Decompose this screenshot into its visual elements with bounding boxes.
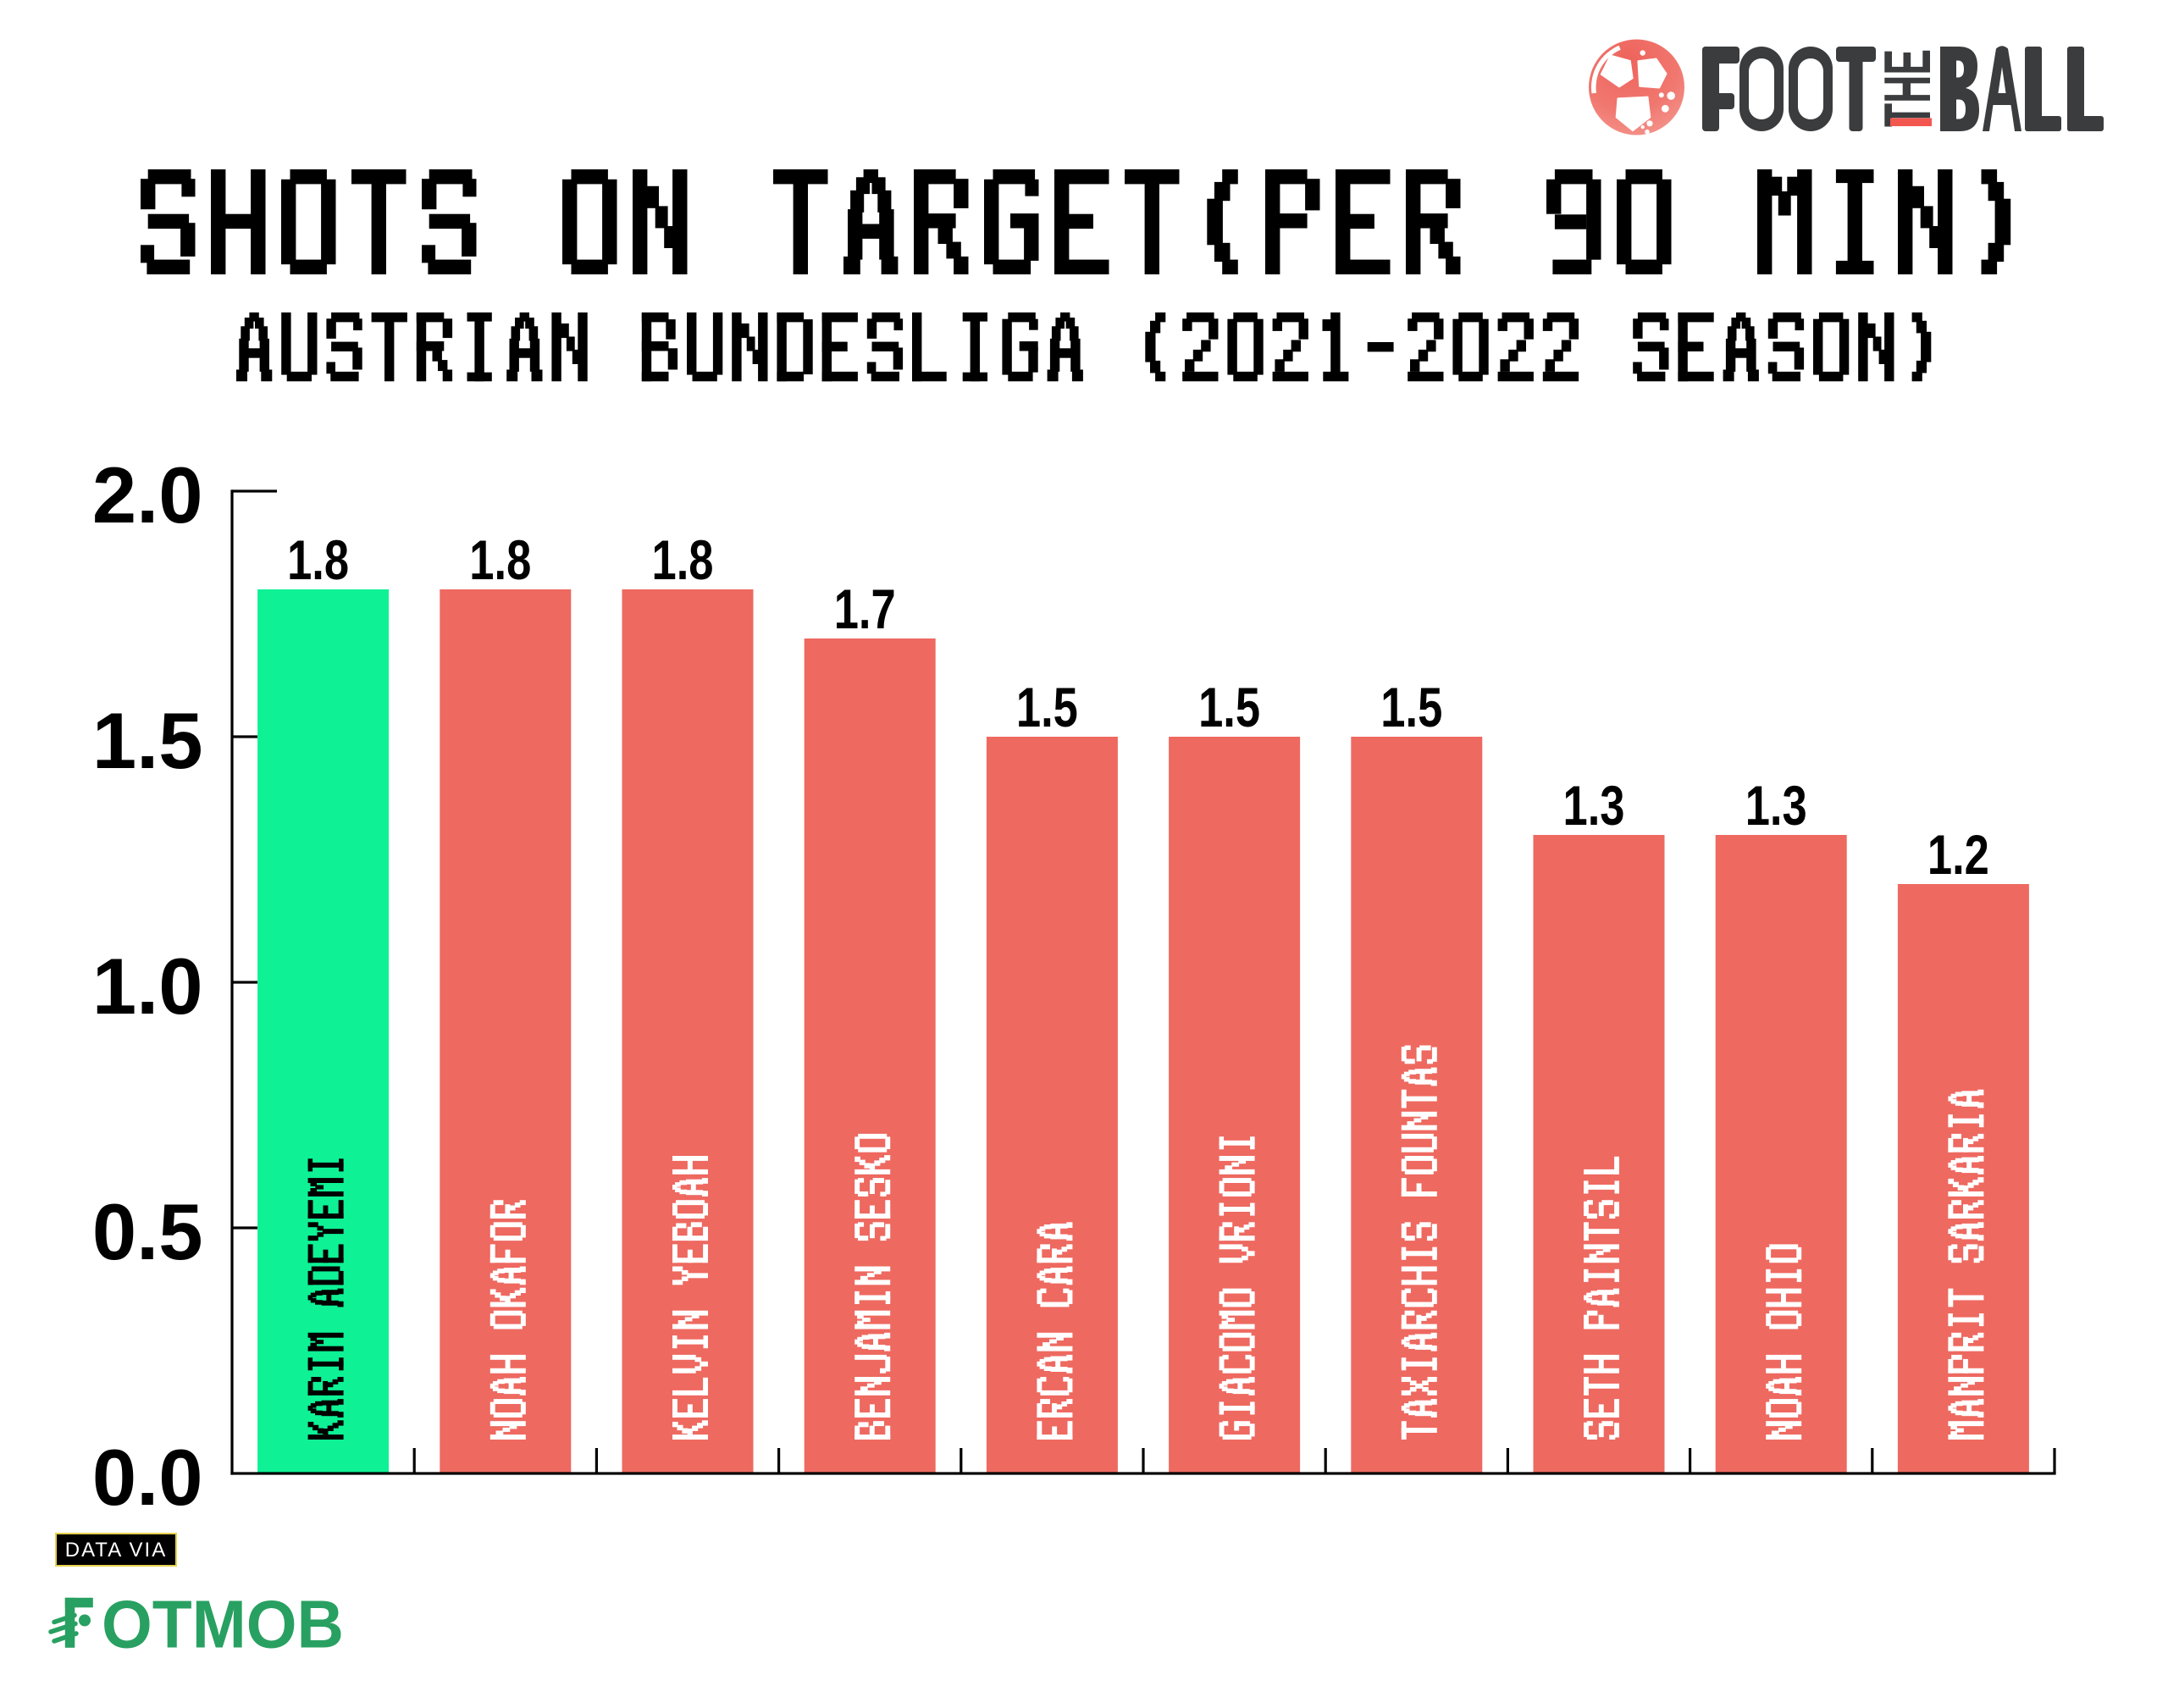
svg-text:0.5: 0.5 <box>92 1187 203 1276</box>
svg-text:DATA VIA: DATA VIA <box>65 1539 167 1562</box>
svg-text:1.8: 1.8 <box>287 528 349 591</box>
svg-text:1.7: 1.7 <box>834 578 896 640</box>
svg-text:1.5: 1.5 <box>1380 676 1442 738</box>
svg-text:OTMOB: OTMOB <box>102 1587 344 1662</box>
svg-text:1.8: 1.8 <box>469 528 531 591</box>
svg-text:1.2: 1.2 <box>1927 823 1989 886</box>
svg-text:1.3: 1.3 <box>1563 774 1625 837</box>
svg-text:1.5: 1.5 <box>1016 676 1078 738</box>
svg-text:1.0: 1.0 <box>92 942 203 1031</box>
svg-text:1.5: 1.5 <box>92 696 203 785</box>
svg-text:1.3: 1.3 <box>1745 774 1807 837</box>
svg-text:1.8: 1.8 <box>652 528 714 591</box>
svg-text:THE: THE <box>1870 49 1944 127</box>
svg-text:2.0: 2.0 <box>92 450 203 539</box>
svg-text:1.5: 1.5 <box>1198 676 1260 738</box>
svg-text:0.0: 0.0 <box>92 1433 203 1522</box>
